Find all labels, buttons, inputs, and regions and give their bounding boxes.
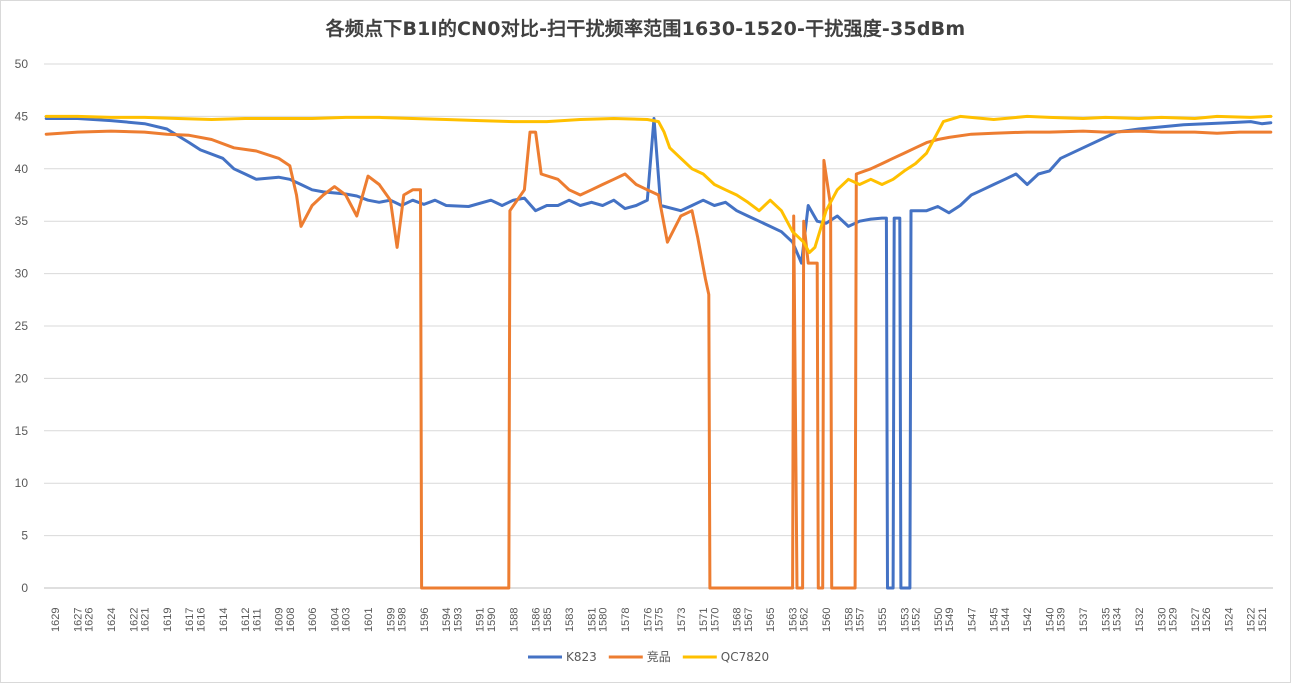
x-tick-label: 1532 — [1134, 608, 1146, 632]
x-tick-label: 1521 — [1257, 608, 1269, 632]
y-tick-label: 25 — [15, 319, 29, 333]
legend: K823 竞品 QC7820 — [528, 650, 769, 664]
x-tick-label: 1567 — [743, 608, 755, 632]
y-axis: 0 5 10 15 20 25 30 35 40 45 50 — [15, 57, 29, 595]
x-tick-label: 1573 — [676, 608, 688, 632]
x-tick-label: 1526 — [1201, 608, 1213, 632]
x-tick-label: 1606 — [307, 608, 319, 632]
x-tick-label: 1552 — [910, 608, 922, 632]
series-line — [44, 129, 1273, 590]
x-tick-label: 1598 — [397, 608, 409, 632]
x-tick-label: 1585 — [542, 608, 554, 632]
legend-label: QC7820 — [721, 650, 769, 664]
x-tick-label: 1626 — [84, 608, 96, 632]
x-tick-label: 1527 — [1190, 608, 1202, 632]
x-tick-label: 1588 — [508, 608, 520, 632]
x-tick-label: 1570 — [709, 608, 721, 632]
series-line — [44, 117, 1273, 590]
x-tick-label: 1609 — [274, 608, 286, 632]
x-tick-label: 1568 — [732, 608, 744, 632]
chart-title: 各频点下B1I的CN0对比-扫干扰频率范围1630-1520-干扰强度-35dB… — [325, 18, 966, 40]
legend-label: 竞品 — [647, 650, 671, 664]
x-tick-label: 1553 — [899, 608, 911, 632]
x-tick-label: 1616 — [195, 608, 207, 632]
series-line — [44, 114, 1273, 255]
x-tick-label: 1529 — [1167, 608, 1179, 632]
x-tick-label: 1601 — [363, 608, 375, 632]
y-tick-label: 40 — [15, 162, 29, 176]
x-tick-label: 1530 — [1156, 608, 1168, 632]
x-tick-label: 1611 — [251, 608, 263, 632]
x-tick-label: 1583 — [564, 608, 576, 632]
y-tick-label: 35 — [15, 214, 29, 228]
x-tick-label: 1565 — [765, 608, 777, 632]
x-tick-label: 1550 — [933, 608, 945, 632]
x-tick-label: 1555 — [877, 608, 889, 632]
x-tick-label: 1629 — [50, 608, 62, 632]
x-tick-label: 1594 — [441, 608, 453, 632]
x-tick-label: 1571 — [698, 608, 710, 632]
x-tick-label: 1622 — [128, 608, 140, 632]
x-tick-label: 1557 — [855, 608, 867, 632]
x-tick-label: 1576 — [642, 608, 654, 632]
x-tick-label: 1539 — [1056, 608, 1068, 632]
x-tick-label: 1563 — [788, 608, 800, 632]
x-tick-label: 1604 — [329, 608, 341, 632]
x-tick-label: 1581 — [586, 608, 598, 632]
x-tick-label: 1534 — [1112, 608, 1124, 632]
x-tick-label: 1593 — [452, 608, 464, 632]
x-tick-label: 1624 — [106, 608, 118, 632]
x-tick-label: 1540 — [1045, 608, 1057, 632]
y-tick-label: 45 — [15, 109, 29, 123]
y-tick-label: 15 — [15, 424, 29, 438]
x-tick-label: 1575 — [654, 608, 666, 632]
x-tick-label: 1545 — [989, 608, 1001, 632]
x-tick-label: 1558 — [843, 608, 855, 632]
gridlines — [44, 63, 1273, 589]
y-tick-label: 10 — [15, 476, 29, 490]
x-tick-label: 1580 — [598, 608, 610, 632]
x-tick-label: 1586 — [531, 608, 543, 632]
x-tick-label: 1627 — [73, 608, 85, 632]
x-tick-label: 1590 — [486, 608, 498, 632]
x-tick-label: 1537 — [1078, 608, 1090, 632]
x-tick-label: 1612 — [240, 608, 252, 632]
series-lines — [44, 114, 1273, 590]
x-tick-label: 1603 — [341, 608, 353, 632]
y-tick-label: 5 — [21, 529, 28, 543]
x-tick-label: 1562 — [799, 608, 811, 632]
x-tick-label: 1560 — [821, 608, 833, 632]
y-tick-label: 50 — [15, 57, 29, 71]
x-tick-label: 1608 — [285, 608, 297, 632]
y-tick-label: 0 — [21, 581, 28, 595]
x-tick-label: 1524 — [1223, 608, 1235, 632]
x-tick-label: 1542 — [1022, 608, 1034, 632]
x-tick-label: 1544 — [1000, 608, 1012, 632]
y-tick-label: 20 — [15, 371, 29, 385]
x-tick-label: 1522 — [1246, 608, 1258, 632]
x-tick-label: 1535 — [1100, 608, 1112, 632]
x-tick-label: 1549 — [944, 608, 956, 632]
x-tick-label: 1596 — [419, 608, 431, 632]
x-tick-label: 1617 — [184, 608, 196, 632]
x-tick-label: 1591 — [475, 608, 487, 632]
x-tick-label: 1614 — [218, 608, 230, 632]
legend-label: K823 — [566, 650, 597, 664]
y-tick-label: 30 — [15, 267, 29, 281]
x-tick-label: 1621 — [140, 608, 152, 632]
x-tick-label: 1619 — [162, 608, 174, 632]
x-tick-label: 1547 — [966, 608, 978, 632]
x-tick-label: 1599 — [385, 608, 397, 632]
x-tick-label: 1578 — [620, 608, 632, 632]
x-axis: 1629 1627 1626 1624 1622 1621 1619 1617 1616 1614… — [50, 608, 1269, 632]
